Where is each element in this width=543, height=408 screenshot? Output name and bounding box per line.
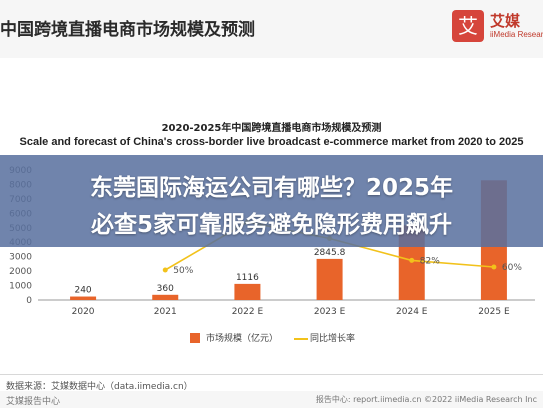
x-tick-label-5: 2025 E	[478, 307, 510, 317]
headline-line-1: 东莞国际海运公司有哪些？2025年	[89, 175, 453, 201]
growth-label-5: 60%	[502, 263, 522, 273]
chart-subtitle: Scale and forecast of China's cross-bord…	[19, 136, 524, 148]
x-tick-label-1: 2021	[154, 307, 177, 317]
brand-mark-icon: 艾	[452, 10, 484, 42]
y-tick-label-2: 2000	[9, 267, 32, 277]
data-source: 数据来源：艾媒数据中心（data.iimedia.cn）	[6, 382, 193, 392]
x-tick-label-2: 2022 E	[232, 307, 264, 317]
legend-label-line: 同比增长率	[310, 334, 356, 344]
growth-label-4: 82%	[420, 256, 440, 266]
y-tick-label-1: 1000	[9, 282, 32, 292]
x-tick-label-3: 2023 E	[314, 307, 346, 317]
bar-2	[234, 283, 261, 300]
brand-logo: 艾 艾媒 iiMedia Research	[452, 10, 543, 50]
footer-divider	[0, 374, 543, 375]
report-center-info: 报告中心: report.iimedia.cn ©2022 iiMedia Re…	[315, 395, 537, 404]
bar-0	[70, 296, 97, 300]
legend-swatch-bar	[190, 333, 200, 343]
bar-label-1: 360	[157, 284, 174, 294]
brand-name: 艾媒	[490, 12, 521, 30]
bar-1	[152, 294, 179, 300]
y-tick-label-3: 3000	[9, 253, 32, 263]
headline-overlay: 东莞国际海运公司有哪些？2025年 必查5家可靠服务避免隐形费用飙升	[0, 155, 543, 247]
bar-label-2: 1116	[236, 273, 259, 283]
growth-point-5	[491, 264, 497, 270]
x-tick-label-4: 2024 E	[396, 307, 428, 317]
legend-swatch-line	[294, 338, 308, 340]
bar-label-0: 240	[74, 286, 91, 296]
brand-subtitle: iiMedia Research	[490, 30, 543, 39]
report-center-logo: 艾媒报告中心	[6, 397, 61, 407]
growth-point-1	[162, 267, 168, 273]
page-title: 中国跨境直播电商市场规模及预测	[0, 20, 255, 40]
top-bar: 中国跨境直播电商市场规模及预测 艾 艾媒 iiMedia Research	[0, 0, 543, 58]
headline-line-2: 必查5家可靠服务避免隐形费用飙升	[90, 212, 452, 238]
x-tick-label-0: 2020	[72, 307, 95, 317]
bar-3	[316, 258, 343, 300]
legend-label-bar: 市场规模（亿元）	[206, 334, 279, 344]
bottom-bar: 艾媒报告中心 报告中心: report.iimedia.cn ©2022 iiM…	[0, 391, 543, 408]
bar-label-3: 2845.8	[314, 248, 346, 258]
growth-label-1: 50%	[173, 266, 193, 276]
chart-title: 2020-2025年中国跨境直播电商市场规模及预测	[161, 123, 382, 134]
y-tick-label-0: 0	[26, 296, 32, 306]
growth-point-4	[409, 257, 415, 263]
